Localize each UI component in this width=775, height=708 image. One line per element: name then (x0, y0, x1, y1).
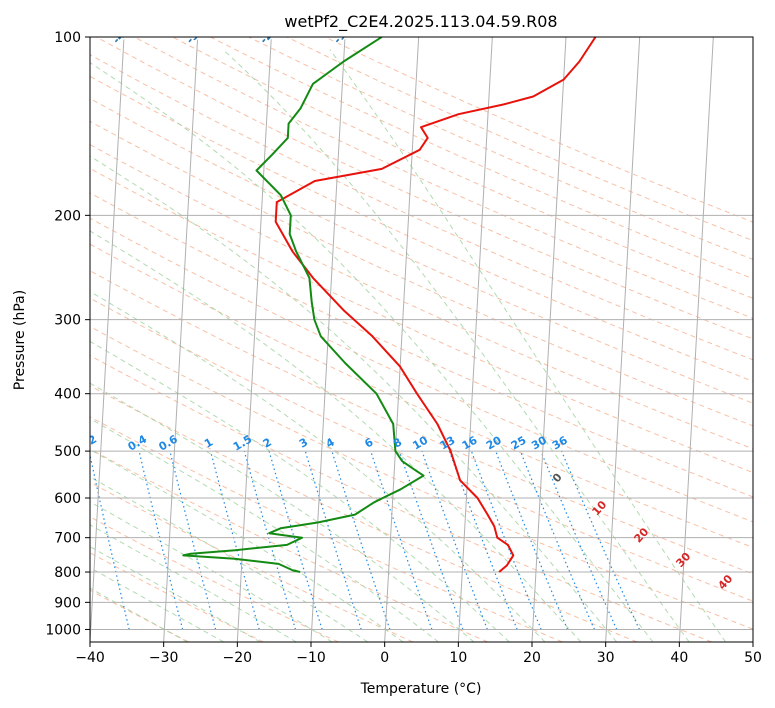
mixing-ratio-line (398, 450, 464, 630)
chart-title: wetPf2_C2E4.2025.113.04.59.R08 (284, 12, 557, 32)
dry-adiabat-line (134, 37, 753, 319)
mixing-ratio-line (421, 450, 488, 630)
y-tick-label: 500 (54, 444, 81, 460)
isotherm-line (531, 37, 567, 642)
isotherm-line (163, 37, 199, 642)
mixing-ratio-line (561, 450, 640, 630)
isotherm-line (384, 37, 420, 642)
y-tick-label: 900 (54, 595, 81, 611)
mixing-ratio-line (90, 452, 130, 630)
moist-adiabat-line (90, 155, 618, 642)
dry-adiabat-line (90, 481, 414, 642)
mixing-ratio-line (331, 450, 391, 630)
plot-background (90, 37, 753, 642)
moist-adiabat-line (90, 448, 404, 642)
x-tick-label: 50 (744, 650, 762, 666)
moist-adiabat-line (90, 230, 582, 642)
y-axis-label: Pressure (hPa) (12, 290, 28, 390)
isotherm-line (605, 37, 641, 642)
x-tick-label: −30 (149, 650, 179, 666)
dewpoint-line (182, 37, 425, 573)
x-tick-label: 40 (670, 650, 688, 666)
mixing-ratio-line (448, 450, 518, 630)
moist-adiabat-line (90, 382, 475, 642)
isotherm-line (90, 37, 125, 642)
moist-adiabat-line (90, 501, 333, 642)
y-axis: 1000 900 800 700 600 500 400 300 200 100 (45, 30, 90, 638)
isotherm-label: -20 (257, 23, 280, 47)
dry-adiabat-line (90, 385, 638, 642)
mixing-ratio-line (495, 450, 569, 630)
plot-area: 0.10.20.40.611.52346810131620253036-100-… (29, 23, 753, 642)
isotherm-line (457, 37, 493, 642)
x-tick-label: 0 (380, 650, 389, 666)
x-tick-label: −10 (296, 650, 326, 666)
x-axis-label: Temperature (°C) (360, 681, 482, 697)
x-tick-label: 30 (597, 650, 615, 666)
y-tick-label: 200 (54, 208, 81, 224)
dry-adiabat-line (172, 37, 753, 299)
moist-adiabat-line (329, 49, 727, 642)
dry-adiabat-line (90, 270, 753, 575)
mixing-ratio-lines (90, 450, 640, 630)
dry-adiabat-line (90, 217, 753, 523)
moist-adiabat-line (90, 62, 654, 642)
moist-adiabats (90, 49, 727, 642)
dry-adiabat-line (90, 54, 753, 361)
dry-adiabat-line (90, 589, 190, 642)
y-tick-label: 600 (54, 491, 81, 507)
x-tick-label: 10 (449, 650, 467, 666)
dry-adiabat-line (90, 448, 488, 642)
isotherm-line (236, 37, 272, 642)
y-tick-label: 800 (54, 565, 81, 581)
mixing-ratio-line (243, 450, 297, 630)
x-tick-label: 20 (523, 650, 541, 666)
dry-adiabat-line (90, 192, 753, 498)
isotherm-label: -10 (331, 23, 354, 47)
mixing-ratio-line (209, 450, 260, 630)
moist-adiabat-line (90, 290, 546, 642)
y-tick-label: 100 (54, 30, 81, 46)
isotherm-line (678, 37, 714, 642)
dry-adiabat-line (90, 552, 264, 642)
dry-adiabat-line (90, 416, 563, 642)
moist-adiabat-line (90, 587, 188, 642)
dry-adiabat-line (90, 297, 753, 602)
profile-lines (182, 37, 597, 573)
dry-adiabat-line (90, 97, 753, 404)
dry-adiabats (90, 37, 753, 642)
mixing-ratio-line (370, 450, 433, 630)
moist-adiabat-line (222, 49, 690, 642)
dry-adiabat-line (90, 144, 753, 450)
mixing-ratio-line (470, 450, 542, 630)
plot-frame (89, 36, 754, 643)
isotherm-line (310, 37, 346, 642)
x-tick-label: −40 (75, 650, 105, 666)
dry-adiabat-line (90, 355, 712, 642)
grid-lines (90, 37, 753, 642)
y-tick-label: 700 (54, 531, 81, 547)
isotherm-label: -30 (184, 23, 207, 47)
x-axis: −40 −30 −20 −10 0 10 20 30 40 50 (75, 642, 762, 666)
isotherm-label: -40 (110, 23, 133, 47)
x-tick-label: −20 (223, 650, 253, 666)
y-tick-label: 400 (54, 387, 81, 403)
y-tick-label: 300 (54, 313, 81, 329)
mixing-ratio-line (304, 450, 362, 630)
mixing-ratio-line (138, 450, 184, 630)
isotherm-line (752, 633, 753, 642)
mixing-ratio-label: 0.2 (76, 433, 99, 454)
mixing-ratio-line (268, 450, 323, 630)
mixing-ratio-label: 0.1 (29, 433, 52, 454)
y-tick-label: 1000 (45, 622, 81, 638)
temperature-line (274, 37, 597, 573)
